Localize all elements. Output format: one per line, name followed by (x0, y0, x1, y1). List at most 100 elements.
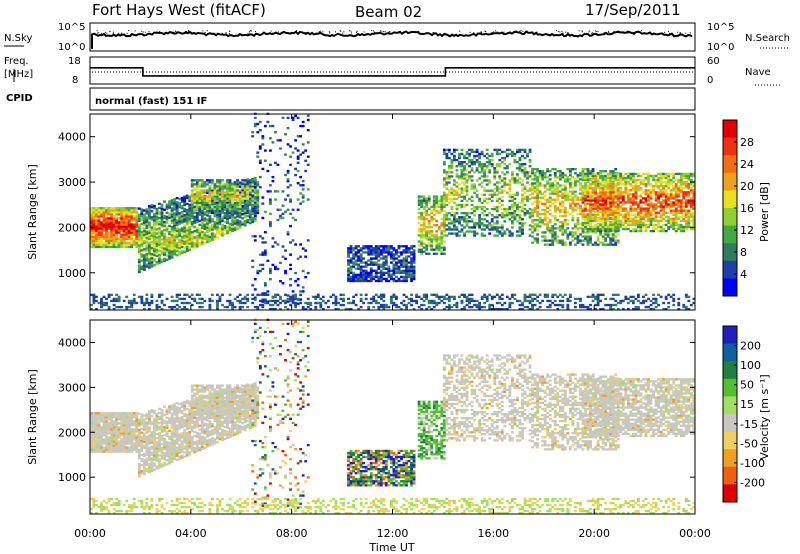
power-cell (596, 182, 600, 185)
power-cell (594, 241, 597, 244)
power-cell (432, 213, 436, 217)
power-cell (574, 182, 577, 185)
power-cell (599, 189, 603, 192)
power-cell (558, 178, 562, 181)
noise-search-point (126, 32, 128, 34)
power-cell (548, 186, 552, 189)
power-cell (626, 215, 630, 218)
power-cell (90, 235, 93, 238)
power-cell (216, 228, 219, 231)
power-cell (430, 226, 434, 229)
power-cell (122, 243, 126, 247)
power-cell (175, 241, 179, 245)
power-cell (190, 220, 194, 224)
power-cell (251, 235, 255, 238)
power-cell (631, 207, 635, 210)
power-cell (95, 237, 98, 240)
power-cell (296, 182, 300, 185)
power-cell (352, 279, 355, 283)
noise-search-point (565, 31, 567, 33)
power-cell (594, 189, 597, 192)
power-cell (453, 212, 456, 215)
power-cell (349, 265, 353, 268)
power-cell (677, 193, 681, 196)
power-cell (236, 185, 240, 188)
power-cell (200, 243, 204, 246)
power-cell (379, 249, 383, 252)
power-cell (165, 205, 169, 208)
power-cell (286, 294, 290, 297)
power-cell (417, 195, 421, 198)
power-cell (543, 190, 547, 193)
power-cell (268, 184, 272, 187)
power-cell (231, 183, 234, 186)
power-cell (606, 191, 610, 194)
power-cell (679, 187, 683, 190)
power-cell (616, 203, 620, 206)
power-cell (571, 231, 575, 234)
power-cell (657, 219, 661, 223)
power-cell (568, 174, 572, 177)
power-cell (397, 259, 401, 262)
power-cell (677, 211, 681, 214)
power-cell (629, 172, 633, 176)
power-cell (379, 251, 383, 254)
noise-search-point (520, 30, 522, 32)
power-cell (130, 211, 134, 214)
power-cell (389, 245, 393, 248)
power-cell (253, 186, 257, 189)
power-cell (349, 245, 353, 248)
power-cell (468, 177, 471, 180)
power-cell (463, 226, 466, 229)
power-cell (142, 250, 146, 253)
power-cell (500, 171, 504, 174)
power-cell (606, 235, 610, 238)
power-cell (556, 170, 560, 173)
power-cell (503, 163, 507, 166)
power-cell (672, 189, 676, 192)
power-cell (160, 230, 164, 233)
power-cell (558, 170, 562, 173)
power-cell (389, 253, 393, 256)
power-cell (160, 211, 164, 215)
power-cell (609, 170, 613, 173)
power-cell (246, 199, 250, 202)
power-cell (581, 189, 585, 192)
power-cell (591, 209, 595, 212)
power-cell (674, 213, 678, 216)
power-cell (649, 193, 653, 196)
power-cell (147, 223, 151, 226)
power-cell (463, 212, 466, 215)
power-cell (606, 213, 610, 216)
power-cell (679, 201, 683, 204)
power-cell (392, 247, 396, 250)
power-cell (659, 193, 663, 196)
power-cell (92, 217, 96, 220)
power-cell (621, 191, 625, 194)
power-cell (445, 234, 449, 237)
power-cell (538, 200, 542, 203)
power-cell (568, 178, 572, 181)
power-cell (475, 195, 479, 199)
power-cell (92, 229, 96, 232)
power-cell (606, 231, 610, 234)
power-cell (430, 215, 434, 219)
power-cell (195, 201, 199, 204)
power-cell (589, 205, 592, 208)
power-cell (513, 193, 517, 196)
power-cell (589, 231, 592, 234)
power-cell (95, 223, 98, 226)
power-cell (190, 243, 194, 246)
power-cell (420, 224, 424, 227)
power-cell (616, 233, 620, 236)
noise-search-point (229, 30, 231, 32)
power-cell (205, 201, 209, 204)
power-cell (589, 209, 592, 212)
power-cell (574, 223, 577, 226)
power-cell (558, 229, 562, 232)
noise-search-point (418, 30, 420, 32)
power-cell (130, 217, 134, 220)
power-cell (145, 224, 149, 227)
power-cell (304, 149, 308, 152)
power-cell (145, 210, 149, 213)
